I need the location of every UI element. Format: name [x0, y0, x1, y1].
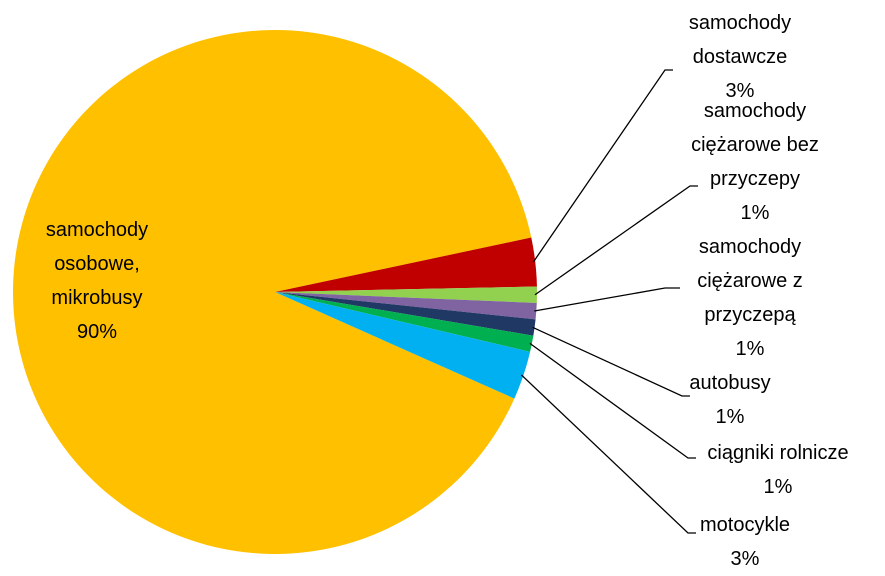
slice-label: autobusy 1%: [670, 366, 790, 434]
slice-label: motocykle 3%: [675, 508, 815, 576]
value-label: 1%: [735, 338, 765, 360]
pie-slice: [275, 292, 536, 336]
pie-slice: [275, 292, 537, 320]
category-label: samochody ciężarowe bez przyczepy: [691, 100, 819, 190]
value-label: 3%: [725, 80, 755, 102]
slice-label: samochody ciężarowe z przyczepą 1%: [670, 230, 830, 366]
category-label: samochody ciężarowe z przyczepą: [697, 236, 803, 326]
pie-slice: [13, 30, 532, 555]
leader-line: [534, 185, 698, 296]
category-label: motocykle: [699, 514, 791, 536]
category-label: samochody osobowe, mikrobusy: [45, 219, 149, 309]
value-label: 1%: [740, 202, 770, 224]
category-label: autobusy: [689, 372, 771, 394]
leader-line: [529, 342, 696, 459]
leader-line: [532, 326, 690, 397]
pie-slice: [275, 286, 538, 303]
pie-slice: [275, 292, 531, 399]
category-label: ciągniki rolnicze: [707, 442, 849, 464]
leader-line: [534, 287, 680, 312]
category-label: samochody dostawcze: [688, 12, 792, 68]
slice-label: samochody ciężarowe bez przyczepy 1%: [665, 94, 845, 230]
pie-slice: [275, 237, 537, 292]
pie-slice: [275, 292, 534, 352]
value-label: 1%: [715, 406, 745, 428]
slice-label: samochody osobowe, mikrobusy 90%: [17, 213, 177, 349]
leader-line: [532, 69, 673, 263]
value-label: 90%: [76, 321, 118, 343]
value-label: 3%: [730, 548, 760, 570]
slice-label: samochody dostawcze 3%: [665, 6, 815, 108]
leader-line: [520, 374, 696, 534]
slice-label: ciągniki rolnicze 1%: [673, 436, 883, 504]
value-label: 1%: [763, 476, 793, 498]
